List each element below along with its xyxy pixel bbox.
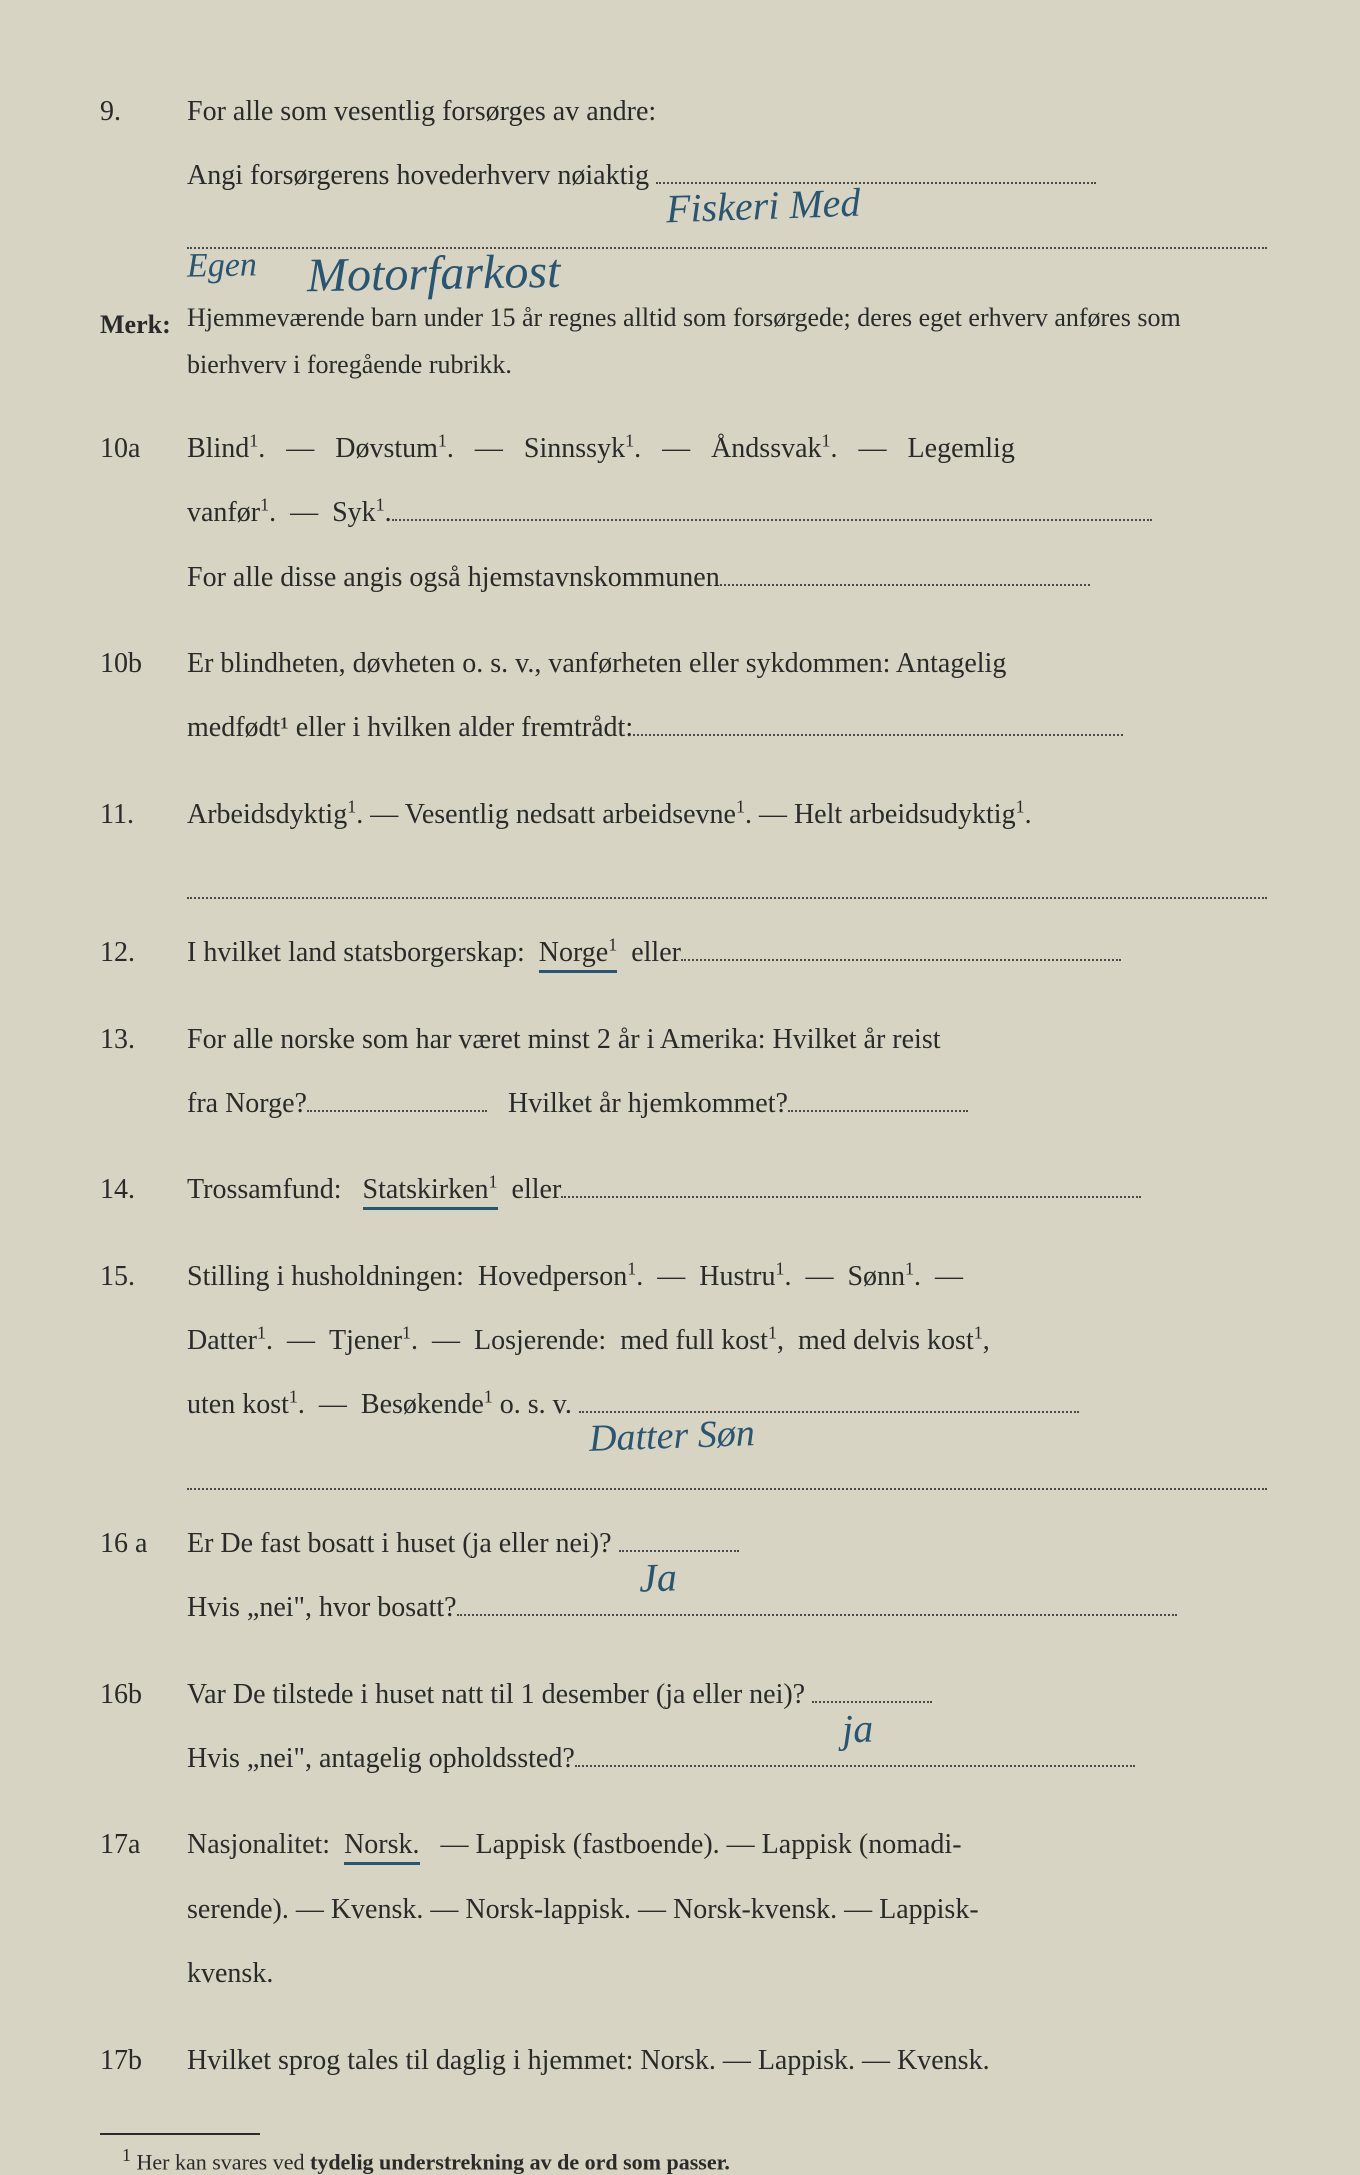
q16a-field2 xyxy=(457,1614,1177,1616)
q16a-line2: Hvis „nei", hvor bosatt? xyxy=(187,1592,457,1623)
q9-answer-field1: Fiskeri Med xyxy=(656,182,1096,184)
q17b-body: Hvilket sprog tales til daglig i hjemmet… xyxy=(187,2029,1267,2093)
question-10b: 10b Er blindheten, døvheten o. s. v., va… xyxy=(100,632,1270,761)
q10b-line2: medfødt¹ eller i hvilken alder fremtrådt… xyxy=(187,712,633,743)
q12-underlined: Norge1 xyxy=(539,937,617,973)
q10b-body: Er blindheten, døvheten o. s. v., vanfør… xyxy=(187,632,1267,761)
q14-underlined: Statskirken1 xyxy=(363,1174,498,1210)
q9-hw1: Fiskeri Med xyxy=(665,157,862,256)
q16b-field1: ja xyxy=(812,1701,932,1703)
question-17a: 17a Nasjonalitet: Norsk. — Lappisk (fast… xyxy=(100,1813,1270,2006)
question-10a: 10a Blind1. — Døvstum1. — Sinnssyk1. — Å… xyxy=(100,417,1270,610)
q9-hw2-prefix: Egen xyxy=(186,226,257,305)
merk-note: Merk: Hjemmeværende barn under 15 år reg… xyxy=(100,295,1270,389)
q10b-number: 10b xyxy=(100,632,180,696)
q13-number: 13. xyxy=(100,1008,180,1072)
footnote-sup: 1 xyxy=(122,2145,131,2165)
q16b-hw: ja xyxy=(841,1682,875,1775)
q17a-line2: serende). — Kvensk. — Norsk-lappisk. — N… xyxy=(187,1894,979,1925)
q12-field xyxy=(681,959,1121,961)
q10b-field xyxy=(633,734,1123,736)
q12-number: 12. xyxy=(100,921,180,985)
q17a-line3: kvensk. xyxy=(187,1958,273,1989)
q14-number: 14. xyxy=(100,1158,180,1222)
q10a-field xyxy=(720,584,1090,586)
q16b-number: 16b xyxy=(100,1663,180,1727)
merk-label: Merk: xyxy=(100,295,180,355)
document-page: 9. For alle som vesentlig forsørges av a… xyxy=(0,0,1360,2048)
q16a-number: 16 a xyxy=(100,1512,180,1576)
q16b-line1: Var De tilstede i huset natt til 1 desem… xyxy=(187,1679,805,1710)
q15-hw: Datter Søn xyxy=(587,1391,756,1484)
q10a-line1: Blind1. — Døvstum1. — Sinnssyk1. — Åndss… xyxy=(187,433,1015,464)
q13-line2a: fra Norge? xyxy=(187,1088,307,1119)
q16a-body: Er De fast bosatt i huset (ja eller nei)… xyxy=(187,1512,1267,1641)
q10a-number: 10a xyxy=(100,417,180,481)
q10a-body: Blind1. — Døvstum1. — Sinnssyk1. — Åndss… xyxy=(187,417,1267,610)
q17b-number: 17b xyxy=(100,2029,180,2093)
q10a-line2: vanfør1. — Syk1. xyxy=(187,497,1152,528)
question-15: 15. Stilling i husholdningen: Hovedperso… xyxy=(100,1245,1270,1490)
q16b-line2: Hvis „nei", antagelig opholdssted? xyxy=(187,1743,575,1774)
q13-field2 xyxy=(788,1110,968,1112)
footnote-rule xyxy=(100,2133,260,2135)
question-13: 13. For alle norske som har været minst … xyxy=(100,1008,1270,1137)
q13-field1 xyxy=(307,1110,487,1112)
q17a-body: Nasjonalitet: Norsk. — Lappisk (fastboen… xyxy=(187,1813,1267,2006)
q16a-line1: Er De fast bosatt i huset (ja eller nei)… xyxy=(187,1528,612,1559)
question-17b: 17b Hvilket sprog tales til daglig i hje… xyxy=(100,2029,1270,2093)
q9-body: For alle som vesentlig forsørges av andr… xyxy=(187,80,1267,273)
question-12: 12. I hvilket land statsborgerskap: Norg… xyxy=(100,921,1270,985)
q16b-body: Var De tilstede i huset natt til 1 desem… xyxy=(187,1663,1267,1792)
q13-line2b: Hvilket år hjemkommet? xyxy=(508,1088,788,1119)
q15-line1: Stilling i husholdningen: Hovedperson1. … xyxy=(187,1261,963,1292)
q14-suffix: eller xyxy=(512,1174,562,1205)
question-16b: 16b Var De tilstede i huset natt til 1 d… xyxy=(100,1663,1270,1792)
q14-prefix: Trossamfund: xyxy=(187,1174,342,1205)
q17a-underlined: Norsk. xyxy=(344,1829,419,1865)
q16a-hw: Ja xyxy=(637,1531,678,1624)
q9-line1: For alle som vesentlig forsørges av andr… xyxy=(187,96,656,127)
q11-body: Arbeidsdyktig1. — Vesentlig nedsatt arbe… xyxy=(187,783,1267,899)
q15-line3: uten kost1. — Besøkende1 o. s. v. xyxy=(187,1389,572,1420)
q9-answer-field2: Egen Motorfarkost xyxy=(187,247,1267,249)
q12-prefix: I hvilket land statsborgerskap: xyxy=(187,937,525,968)
q16a-field1: Ja xyxy=(619,1550,739,1552)
footnote: 1 Her kan svares ved tydelig understrekn… xyxy=(100,2145,1270,2175)
q15-body: Stilling i husholdningen: Hovedperson1. … xyxy=(187,1245,1267,1490)
q15-line2: Datter1. — Tjener1. — Losjerende: med fu… xyxy=(187,1325,990,1356)
q17a-number: 17a xyxy=(100,1813,180,1877)
q9-line2-prefix: Angi forsørgerens hovederhverv nøiaktig xyxy=(187,160,649,191)
question-9: 9. For alle som vesentlig forsørges av a… xyxy=(100,80,1270,273)
q17a-rest: — Lappisk (fastboende). — Lappisk (nomad… xyxy=(441,1829,962,1860)
q15-field: Datter Søn xyxy=(579,1411,1079,1413)
footnote-prefix: Her kan svares ved xyxy=(137,2149,311,2174)
q11-number: 11. xyxy=(100,783,180,847)
q12-suffix: eller xyxy=(631,937,681,968)
q15-number: 15. xyxy=(100,1245,180,1309)
q14-field xyxy=(561,1196,1141,1198)
question-11: 11. Arbeidsdyktig1. — Vesentlig nedsatt … xyxy=(100,783,1270,899)
merk-text: Hjemmeværende barn under 15 år regnes al… xyxy=(187,295,1267,389)
q9-number: 9. xyxy=(100,80,180,144)
question-16a: 16 a Er De fast bosatt i huset (ja eller… xyxy=(100,1512,1270,1641)
q12-body: I hvilket land statsborgerskap: Norge1 e… xyxy=(187,921,1267,985)
q14-body: Trossamfund: Statskirken1 eller xyxy=(187,1158,1267,1222)
q10a-line3: For alle disse angis også hjemstavnskomm… xyxy=(187,562,720,593)
question-14: 14. Trossamfund: Statskirken1 eller xyxy=(100,1158,1270,1222)
q13-body: For alle norske som har været minst 2 år… xyxy=(187,1008,1267,1137)
q10b-line1: Er blindheten, døvheten o. s. v., vanfør… xyxy=(187,648,1006,679)
q11-text: Arbeidsdyktig1. — Vesentlig nedsatt arbe… xyxy=(187,799,1032,830)
footnote-bold: tydelig understrekning av de ord som pas… xyxy=(310,2149,730,2174)
q17b-text: Hvilket sprog tales til daglig i hjemmet… xyxy=(187,2045,990,2076)
q11-field xyxy=(187,857,1267,899)
q13-line1: For alle norske som har været minst 2 år… xyxy=(187,1024,941,1055)
q17a-prefix: Nasjonalitet: xyxy=(187,1829,330,1860)
